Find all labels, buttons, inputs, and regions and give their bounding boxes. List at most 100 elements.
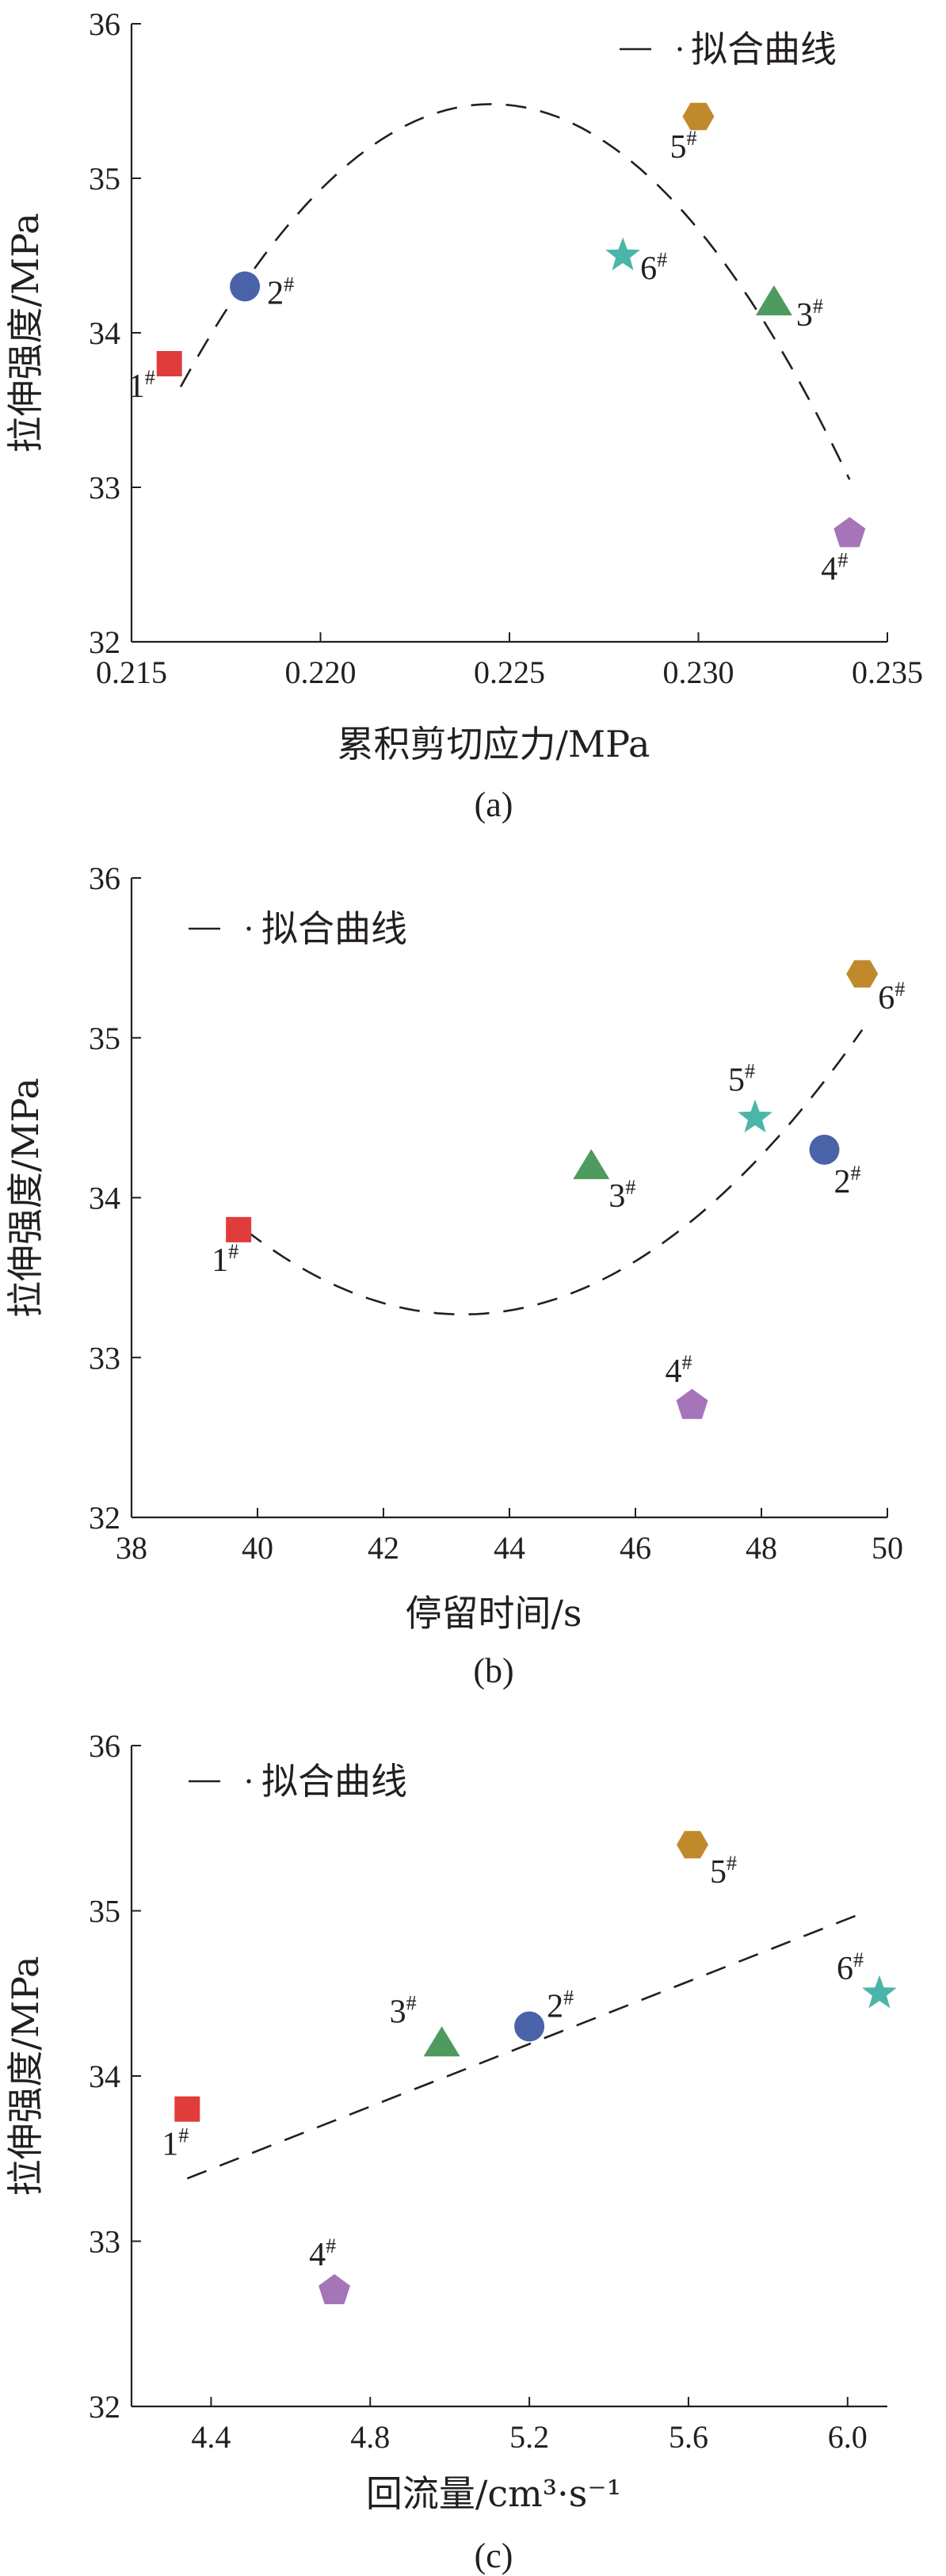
- chart-1-point-2-circle: [230, 271, 261, 302]
- chart-1-y-axis-title: 拉伸强度/MPa: [4, 213, 47, 453]
- chart-1-x-tick-label: 0.225: [474, 654, 545, 690]
- chart-3-point-4-pentagon: [319, 2274, 350, 2304]
- chart-3-x-tick-label: 6.0: [828, 2419, 868, 2455]
- chart-2-point-4-label: 4#: [666, 1351, 692, 1390]
- chart-3-point-6-sup: #: [853, 1948, 864, 1971]
- chart-1-x-tick-label: 0.215: [96, 654, 167, 690]
- chart-2-legend-label: 拟合曲线: [261, 907, 407, 950]
- chart-1-point-3-label: 3#: [796, 295, 823, 334]
- chart-2-x-axis-title: 停留时间/s: [405, 1592, 582, 1635]
- chart-2-caption: (b): [473, 1651, 513, 1690]
- chart-2-x-tick-label: 46: [620, 1530, 651, 1566]
- chart-2-point-2-sup: #: [851, 1162, 861, 1185]
- chart-1-x-tick-label: 0.230: [663, 654, 734, 690]
- chart-2-y-axis-title: 拉伸强度/MPa: [4, 1078, 47, 1318]
- chart-3-point-5-hexagon: [677, 1830, 708, 1859]
- chart-1-point-4-label: 4#: [821, 549, 848, 588]
- chart-3-point-6-label: 6#: [837, 1948, 864, 1987]
- chart-3-point-3-label: 3#: [390, 1991, 417, 2030]
- chart-2-point-5-sup: #: [745, 1060, 755, 1083]
- chart-3-point-2-sup: #: [563, 1986, 574, 2009]
- chart-2-panel: 32 33 34 35 36 38 40 42 44 46 48 50 停留时间/s 拉伸强度/MPa (b…: [4, 861, 905, 1690]
- chart-1-point-2-label: 2#: [267, 273, 294, 312]
- chart-3-point-4-label: 4#: [309, 2234, 336, 2273]
- chart-1-point-2-sup: #: [284, 273, 294, 296]
- chart-3-x-axis-title: 回流量/cm³·s⁻¹: [366, 2472, 621, 2515]
- chart-1-x-axis-title: 累积剪切应力/MPa: [338, 723, 650, 765]
- chart-3-x-tick-label: 5.2: [509, 2419, 549, 2455]
- chart-2-x-tick-label: 38: [116, 1530, 147, 1566]
- chart-2-point-5-star: [738, 1099, 772, 1133]
- chart-1-x-tick-label: 0.235: [852, 654, 923, 690]
- chart-1-fit-curve: [179, 103, 851, 480]
- chart-3-y-axis-title: 拉伸强度/MPa: [4, 1956, 47, 2196]
- chart-2-y-tick-label: 36: [89, 861, 120, 896]
- chart-1-point-6-label: 6#: [640, 249, 667, 288]
- chart-3-legend-label: 拟合曲线: [261, 1760, 407, 1803]
- chart-3-x-tick-label: 5.6: [669, 2419, 708, 2455]
- chart-2-y-tick-label: 32: [89, 1500, 120, 1536]
- chart-3-point-5-sup: #: [727, 1852, 737, 1875]
- chart-3-point-3-sup: #: [406, 1991, 417, 2014]
- chart-2-point-6-label: 6#: [878, 978, 905, 1017]
- chart-2-point-3-sup: #: [625, 1176, 635, 1199]
- chart-3-point-1-sup: #: [178, 2124, 189, 2147]
- chart-1-y-tick-label: 36: [89, 6, 120, 42]
- chart-3-point-2-label: 2#: [547, 1986, 574, 2025]
- chart-1-point-4-sup: #: [837, 549, 848, 572]
- chart-1-point-6-star: [605, 237, 640, 271]
- chart-1-legend-swatch-dot: [677, 47, 682, 52]
- chart-2-point-1-sup: #: [228, 1240, 238, 1263]
- chart-2-point-3-triangle: [573, 1149, 610, 1180]
- chart-1-panel: 32 33 34 35 36 0.215 0.220 0.225 0.230 0.235 累积剪切应…: [4, 6, 923, 824]
- chart-1-legend-label: 拟合曲线: [691, 28, 837, 71]
- chart-1-point-4-pentagon: [833, 517, 866, 548]
- chart-1-y-tick-label: 33: [89, 470, 120, 506]
- chart-3-point-1-square: [174, 2096, 200, 2122]
- chart-3-point-3-triangle: [423, 2026, 460, 2057]
- chart-2-point-2-label: 2#: [834, 1162, 861, 1200]
- chart-2-y-tick-label: 35: [89, 1021, 120, 1056]
- chart-1-point-5-hexagon: [682, 102, 715, 131]
- chart-1-y-tick-label: 34: [89, 315, 120, 351]
- chart-1-point-1-label: 1#: [128, 366, 155, 405]
- chart-1-point-3-sup: #: [813, 295, 823, 318]
- chart-3-y-tick-label: 34: [89, 2059, 120, 2094]
- chart-1-y-tick-label: 35: [89, 161, 120, 197]
- chart-3-point-6-star: [862, 1975, 897, 2009]
- chart-2-point-3-label: 3#: [608, 1176, 635, 1215]
- chart-3-x-tick-label: 4.8: [350, 2419, 390, 2455]
- chart-1-point-6-sup: #: [657, 249, 667, 272]
- chart-3-y-tick-label: 32: [89, 2389, 120, 2425]
- chart-2-point-1-square: [226, 1216, 252, 1242]
- chart-2-fit-curve: [244, 1028, 864, 1316]
- chart-3-y-tick-label: 35: [89, 1894, 120, 1929]
- chart-2-point-5-label: 5#: [728, 1060, 755, 1099]
- chart-2-point-6-hexagon: [846, 960, 879, 988]
- chart-3-panel: 32 33 34 35 36 4.4 4.8 5.2 5.6 6.0 回流量/cm³·s⁻¹ 拉伸强度…: [4, 1728, 897, 2575]
- chart-1-caption: (a): [475, 785, 513, 824]
- chart-2-x-tick-label: 50: [872, 1530, 903, 1566]
- chart-1-point-1-sup: #: [145, 366, 155, 389]
- chart-2-x-tick-label: 42: [368, 1530, 399, 1566]
- chart-3-y-tick-label: 33: [89, 2224, 120, 2260]
- chart-2-point-4-sup: #: [682, 1351, 692, 1374]
- chart-3-y-tick-label: 36: [89, 1728, 120, 1764]
- chart-2-y-tick-label: 34: [89, 1181, 120, 1216]
- chart-3-point-5-label: 5#: [710, 1852, 737, 1891]
- chart-2-point-4-pentagon: [676, 1388, 708, 1419]
- chart-3-fit-curve: [186, 1914, 856, 2180]
- chart-3-point-4-sup: #: [326, 2234, 336, 2257]
- chart-3-x-tick-label: 4.4: [191, 2419, 231, 2455]
- chart-2-legend-swatch-dot: [246, 926, 251, 931]
- chart-1-point-5-sup: #: [687, 127, 697, 150]
- chart-3-point-1-label: 1#: [162, 2124, 189, 2163]
- chart-2-point-2-circle: [809, 1134, 840, 1165]
- chart-1-point-5-label: 5#: [670, 127, 697, 166]
- chart-2-y-tick-label: 33: [89, 1340, 120, 1376]
- chart-2-x-tick-label: 48: [746, 1530, 777, 1566]
- chart-2-x-tick-label: 44: [494, 1530, 525, 1566]
- chart-3-legend-swatch-dot: [246, 1779, 251, 1784]
- chart-1-point-3-triangle: [755, 285, 792, 315]
